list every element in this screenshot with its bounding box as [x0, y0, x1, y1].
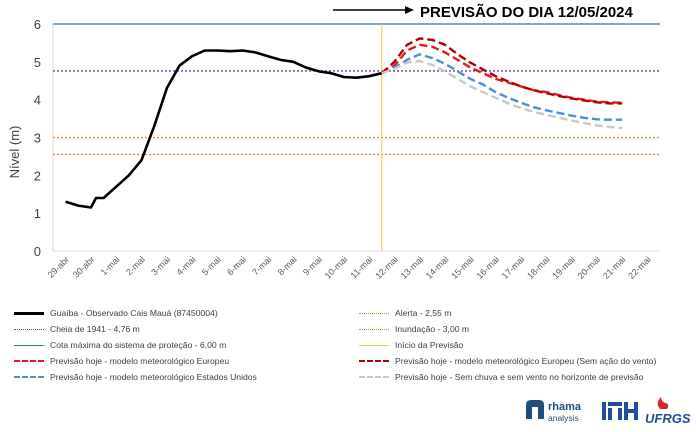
- y-tick-label: 3: [34, 131, 41, 146]
- x-tick-label: 16-mai: [474, 254, 501, 281]
- legend-label: Início da Previsão: [395, 340, 464, 350]
- series-line: [381, 59, 623, 130]
- iph-logo-bar: [634, 402, 638, 420]
- y-tick-label: 4: [34, 93, 41, 108]
- iph-logo: [602, 402, 638, 420]
- x-tick-label: 8-mai: [276, 254, 299, 277]
- legend-label: Previsão hoje - Sem chuva e sem vento no…: [395, 372, 644, 382]
- legend-item: Cheia de 1941 - 4,76 m: [14, 322, 140, 336]
- logos: rhama analysis UFRGS: [520, 395, 692, 427]
- x-tick-label: 29-abr: [46, 254, 71, 279]
- y-tick-label: 6: [34, 17, 41, 32]
- y-tick-label: 0: [34, 244, 41, 259]
- legend-label: Previsão hoje - modelo meteorológico Eur…: [395, 356, 657, 366]
- iph-logo-bar: [624, 402, 628, 420]
- series-line: [381, 53, 623, 121]
- ufrgs-logo-text: UFRGS: [645, 411, 691, 426]
- rhama-logo-text: rhama: [548, 401, 582, 413]
- legend-label: Cota máxima do sistema de proteção - 6,0…: [50, 340, 227, 350]
- legend-item: Previsão hoje - modelo meteorológico Est…: [14, 370, 257, 384]
- legend-item: Inundação - 3,00 m: [359, 322, 469, 336]
- legend-item: Previsão hoje - modelo meteorológico Eur…: [359, 354, 656, 368]
- legend-label: Previsão hoje - modelo meteorológico Eur…: [50, 356, 230, 366]
- iph-logo-bar: [608, 408, 612, 420]
- x-tick-label: 20-mai: [576, 254, 603, 281]
- legend-swatch: [359, 344, 389, 346]
- legend-label: Guaíba - Observado Cais Mauá (87450004): [50, 308, 218, 318]
- y-axis-label: Nível (m): [7, 126, 22, 179]
- x-tick-label: 9-mai: [301, 254, 324, 277]
- legend-swatch: [359, 328, 389, 330]
- legend-label: Inundação - 3,00 m: [395, 324, 470, 334]
- x-tick-label: 17-mai: [500, 254, 527, 281]
- x-tick-label: 13-mai: [399, 254, 426, 281]
- x-tick-label: 18-mai: [525, 254, 552, 281]
- iph-logo-bar: [628, 409, 634, 413]
- forecast-chart: 0 1 2 3 4 5 6 29-abr 30-abr 1-mai 2-mai 3-mai 4-mai 5…: [7, 3, 660, 281]
- legend-item: Previsão hoje - modelo meteorológico Eur…: [14, 354, 229, 368]
- x-tick-label: 5-mai: [200, 254, 223, 277]
- axes: 0 1 2 3 4 5 6 29-abr 30-abr 1-mai 2-mai 3-mai 4-mai 5…: [34, 17, 660, 281]
- rhama-logo: rhama analysis: [526, 400, 582, 423]
- rhama-logo-mark: [526, 400, 544, 419]
- legend-item: Início da Previsão: [359, 338, 463, 352]
- x-tick-label: 15-mai: [449, 254, 476, 281]
- legend-item: Alerta - 2,55 m: [359, 306, 451, 320]
- x-tick-label: 4-mai: [175, 254, 198, 277]
- series-line: [65, 49, 383, 209]
- legend-swatch: [359, 376, 389, 378]
- legend-swatch: [14, 328, 44, 330]
- legend-label: Previsão hoje - modelo meteorológico Est…: [50, 372, 257, 382]
- x-tick-label: 3-mai: [149, 254, 172, 277]
- x-tick-label: 12-mai: [373, 254, 400, 281]
- legend-swatch: [359, 312, 389, 314]
- y-tick-label: 2: [34, 168, 41, 183]
- chart-title: PREVISÃO DO DIA 12/05/2024: [420, 3, 634, 21]
- legend-item: Cota máxima do sistema de proteção - 6,0…: [14, 338, 226, 352]
- y-tick-label: 5: [34, 55, 41, 70]
- series-lines: [65, 37, 623, 209]
- x-tick-label: 30-abr: [71, 254, 96, 279]
- x-tick-label: 21-mai: [601, 254, 628, 281]
- logo-strip: rhama analysis UFRGS: [526, 397, 691, 426]
- rhama-logo-subtext: analysis: [548, 413, 579, 423]
- x-tick-label: 2-mai: [124, 254, 147, 277]
- x-tick-label: 1-mai: [99, 254, 122, 277]
- reference-lines: [53, 23, 660, 251]
- legend-swatch: [359, 360, 389, 362]
- iph-logo-bar: [602, 402, 606, 420]
- ufrgs-logo: UFRGS: [645, 397, 691, 426]
- iph-logo-bar: [608, 402, 622, 406]
- ufrgs-flame-icon: [657, 397, 669, 409]
- legend-label: Alerta - 2,55 m: [395, 308, 452, 318]
- x-tick-label: 22-mai: [626, 254, 653, 281]
- chart-title-group: PREVISÃO DO DIA 12/05/2024: [333, 3, 634, 21]
- iph-logo-bar: [618, 408, 622, 420]
- x-tick-label: 14-mai: [424, 254, 451, 281]
- legend-label: Cheia de 1941 - 4,76 m: [50, 324, 140, 334]
- x-tick-label: 19-mai: [550, 254, 577, 281]
- x-tick-label: 11-mai: [349, 254, 375, 280]
- legend-swatch: [14, 344, 44, 346]
- legend-swatch: [14, 376, 44, 378]
- legend-item: Guaíba - Observado Cais Mauá (87450004): [14, 306, 218, 320]
- legend-swatch: [14, 311, 44, 315]
- title-arrow-head: [405, 6, 414, 14]
- x-tick-label: 10-mai: [323, 254, 350, 281]
- legend-item: Previsão hoje - Sem chuva e sem vento no…: [359, 370, 643, 384]
- x-tick-label: 6-mai: [225, 254, 248, 277]
- x-tick-label: 7-mai: [250, 254, 273, 277]
- y-tick-label: 1: [34, 206, 41, 221]
- series-line: [380, 37, 623, 105]
- legend-swatch: [14, 360, 44, 362]
- legend: Guaíba - Observado Cais Mauá (87450004) A…: [14, 306, 690, 388]
